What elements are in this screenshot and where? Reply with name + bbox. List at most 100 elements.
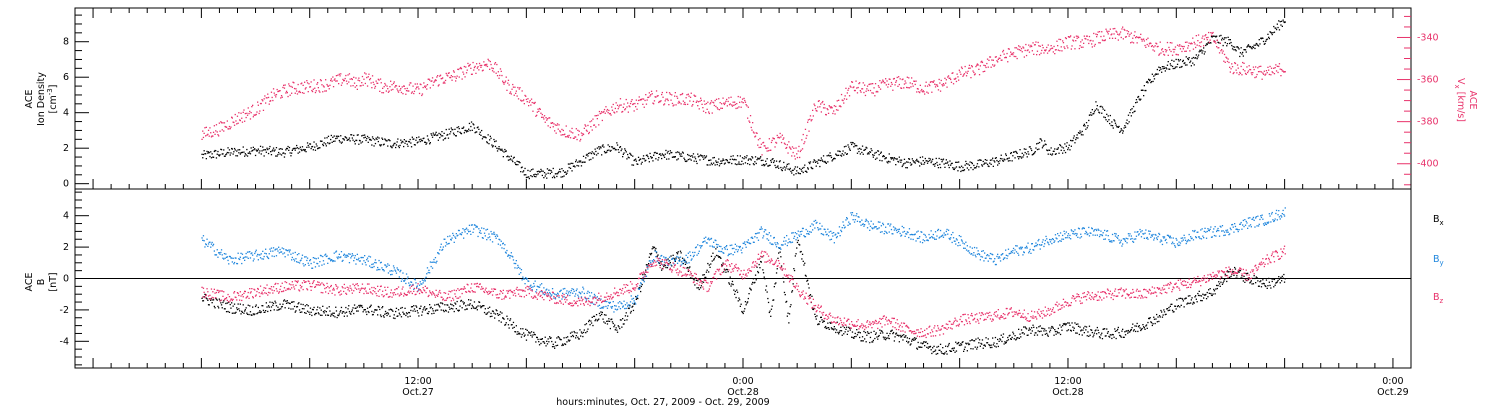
- point-vx: [1230, 68, 1231, 69]
- point-bx: [449, 307, 450, 308]
- point-density: [566, 173, 567, 174]
- point-density: [246, 154, 247, 155]
- point-vx: [751, 127, 752, 128]
- point-density: [1075, 139, 1076, 140]
- point-vx: [1212, 32, 1213, 33]
- point-bx: [896, 333, 897, 334]
- point-density: [1193, 57, 1194, 58]
- point-density: [1202, 50, 1203, 51]
- point-density: [1152, 74, 1153, 75]
- point-bx: [944, 352, 945, 353]
- point-bx: [723, 271, 724, 272]
- point-bx: [991, 345, 992, 346]
- point-bx: [1064, 323, 1065, 324]
- point-vx: [383, 92, 384, 93]
- point-density: [403, 146, 404, 147]
- point-vx: [948, 75, 949, 76]
- point-density: [713, 163, 714, 164]
- point-bx: [793, 268, 794, 269]
- point-density: [933, 164, 934, 165]
- point-density: [257, 150, 258, 151]
- point-bx: [513, 322, 514, 323]
- point-vx: [1119, 33, 1120, 34]
- point-vx: [361, 82, 362, 83]
- point-bx: [636, 299, 637, 300]
- point-by: [317, 263, 318, 264]
- point-bx: [366, 314, 367, 315]
- point-vx: [1049, 50, 1050, 51]
- point-bx: [767, 298, 768, 299]
- point-bx: [1168, 310, 1169, 311]
- point-vx: [860, 90, 861, 91]
- point-bx: [450, 304, 451, 305]
- point-bx: [443, 310, 444, 311]
- point-vx: [447, 75, 448, 76]
- point-vx: [416, 87, 417, 88]
- point-density: [1018, 158, 1019, 159]
- point-by: [253, 258, 254, 259]
- point-density: [929, 160, 930, 161]
- point-vx: [892, 90, 893, 91]
- point-bx: [1167, 308, 1168, 309]
- point-density: [804, 165, 805, 166]
- point-density: [1050, 154, 1051, 155]
- point-density: [572, 163, 573, 164]
- point-bx: [256, 304, 257, 305]
- point-bx: [792, 290, 793, 291]
- point-bx: [1163, 314, 1164, 315]
- point-vx: [743, 98, 744, 99]
- point-vx: [985, 65, 986, 66]
- point-bx: [567, 336, 568, 337]
- point-bx: [368, 312, 369, 313]
- point-density: [603, 146, 604, 147]
- point-density: [340, 135, 341, 136]
- point-bx: [497, 313, 498, 314]
- point-density: [356, 140, 357, 141]
- point-by: [300, 260, 301, 261]
- point-bx: [940, 344, 941, 345]
- point-bx: [1117, 329, 1118, 330]
- point-bx: [728, 271, 729, 272]
- point-bx: [1259, 286, 1260, 287]
- point-vx: [1160, 52, 1161, 53]
- point-vx: [325, 79, 326, 80]
- point-vx: [623, 107, 624, 108]
- point-density: [749, 164, 750, 165]
- point-density: [480, 135, 481, 136]
- point-vx: [1061, 50, 1062, 51]
- point-bx: [747, 301, 748, 302]
- point-vx: [272, 97, 273, 98]
- point-bx: [203, 300, 204, 301]
- point-bx: [645, 270, 646, 271]
- point-density: [373, 145, 374, 146]
- point-density: [554, 177, 555, 178]
- point-vx: [1280, 69, 1281, 70]
- point-density: [216, 157, 217, 158]
- point-vx: [685, 104, 686, 105]
- point-density: [1254, 45, 1255, 46]
- point-vx: [511, 93, 512, 94]
- point-vx: [549, 117, 550, 118]
- point-bx: [617, 332, 618, 333]
- point-vx: [371, 87, 372, 88]
- point-density: [1122, 132, 1123, 133]
- point-bx: [1183, 300, 1184, 301]
- point-vx: [798, 146, 799, 147]
- point-density: [597, 153, 598, 154]
- point-vx: [844, 98, 845, 99]
- point-vx: [1254, 77, 1255, 78]
- point-bx: [1157, 316, 1158, 317]
- point-vx: [874, 95, 875, 96]
- point-density: [1241, 47, 1242, 48]
- point-density: [1133, 106, 1134, 107]
- point-bx: [440, 302, 441, 303]
- point-density: [406, 141, 407, 142]
- point-density: [295, 150, 296, 151]
- point-by: [263, 258, 264, 259]
- point-density: [1003, 161, 1004, 162]
- point-bx: [255, 306, 256, 307]
- point-bx: [510, 318, 511, 319]
- point-density: [803, 167, 804, 168]
- point-density: [1186, 64, 1187, 65]
- point-density: [868, 153, 869, 154]
